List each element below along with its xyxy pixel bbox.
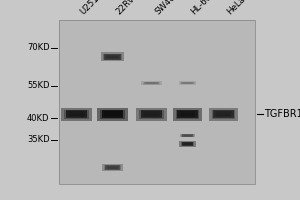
Bar	[209, 108, 238, 121]
Bar	[182, 142, 193, 146]
Bar	[139, 110, 164, 119]
Text: HeLa: HeLa	[225, 0, 247, 16]
Text: 22Rv1: 22Rv1	[114, 0, 140, 16]
Bar	[106, 166, 119, 169]
Bar	[181, 113, 194, 116]
Bar	[107, 166, 118, 169]
Bar	[183, 82, 192, 84]
Bar	[179, 141, 196, 147]
Bar	[182, 82, 193, 84]
Bar	[184, 135, 191, 136]
Bar	[214, 111, 233, 117]
Bar	[178, 111, 197, 117]
Bar	[144, 113, 159, 116]
Bar	[147, 83, 156, 84]
Bar	[105, 113, 120, 116]
Text: U251: U251	[78, 0, 100, 16]
Bar	[66, 111, 87, 117]
Bar	[102, 110, 123, 118]
Bar	[104, 54, 121, 60]
Bar	[143, 82, 160, 85]
Bar	[216, 111, 231, 117]
Bar	[103, 54, 122, 60]
Bar	[181, 134, 194, 137]
Bar	[183, 135, 192, 136]
Text: 40KD: 40KD	[27, 114, 50, 123]
Bar	[182, 82, 194, 84]
Bar	[182, 135, 193, 137]
Bar	[136, 108, 167, 121]
Bar	[100, 110, 125, 119]
Bar	[180, 82, 195, 84]
Text: SW480: SW480	[153, 0, 181, 16]
Bar	[141, 111, 162, 117]
Bar	[104, 165, 121, 170]
Bar	[141, 81, 162, 85]
Bar	[102, 111, 123, 117]
Bar	[182, 142, 193, 145]
Bar	[144, 82, 159, 84]
Bar	[101, 52, 124, 61]
Bar	[145, 82, 158, 84]
Bar	[69, 113, 84, 116]
Bar	[183, 83, 192, 84]
Text: TGFBR1: TGFBR1	[264, 109, 300, 119]
Bar	[107, 56, 118, 58]
Text: 55KD: 55KD	[27, 81, 50, 90]
Bar	[61, 108, 92, 121]
Bar	[180, 111, 195, 117]
Text: HL-60: HL-60	[189, 0, 213, 16]
Bar	[106, 55, 119, 59]
Bar	[217, 113, 230, 116]
Bar	[143, 111, 160, 117]
Bar	[179, 81, 196, 85]
Bar	[141, 110, 162, 118]
Bar	[66, 110, 87, 118]
Bar	[146, 82, 157, 84]
Bar	[97, 108, 128, 121]
Text: 35KD: 35KD	[27, 135, 50, 144]
Bar	[184, 143, 191, 145]
Bar	[177, 110, 198, 118]
Bar	[68, 111, 85, 117]
Bar	[102, 164, 123, 171]
Bar	[105, 55, 120, 59]
Bar	[180, 134, 195, 137]
Bar	[105, 165, 120, 170]
Bar	[183, 143, 192, 145]
Bar	[64, 110, 89, 119]
Bar	[108, 167, 117, 169]
Bar	[176, 110, 200, 119]
Bar	[212, 110, 236, 119]
Bar	[213, 110, 234, 118]
Bar	[173, 108, 202, 121]
Bar	[182, 134, 193, 137]
Text: 70KD: 70KD	[27, 43, 50, 52]
Bar	[104, 111, 121, 117]
Bar	[181, 142, 194, 146]
